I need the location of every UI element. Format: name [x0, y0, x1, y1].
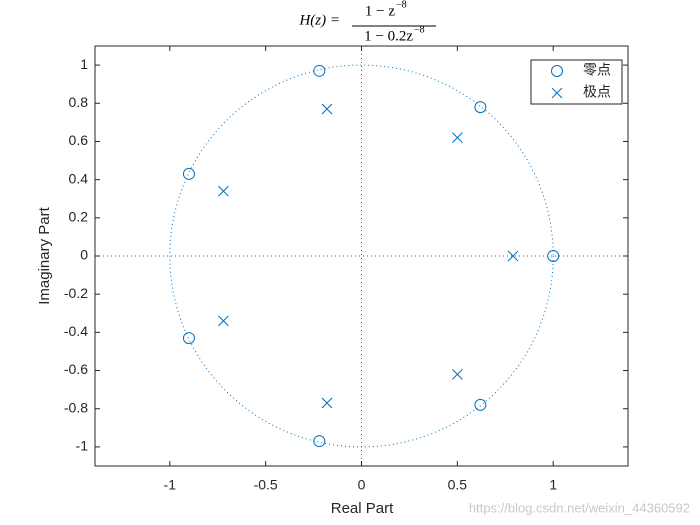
- y-tick-label: 0.4: [69, 170, 89, 186]
- pole-marker: [452, 369, 463, 380]
- zero-marker: [313, 435, 326, 448]
- zero-marker: [474, 101, 487, 114]
- y-tick-label: 0.6: [69, 132, 89, 148]
- x-tick-label: 0.5: [448, 477, 468, 493]
- title-numerator-exp: −8: [396, 0, 407, 10]
- zero-marker: [182, 167, 195, 180]
- legend-label: 极点: [583, 84, 611, 100]
- y-tick-label: -0.6: [64, 361, 88, 377]
- zero-marker: [551, 65, 563, 77]
- y-tick-label: -0.8: [64, 399, 88, 415]
- legend-label: 零点: [583, 62, 611, 78]
- zero-marker: [474, 398, 487, 411]
- pole-marker: [507, 250, 519, 262]
- x-tick-label: 1: [549, 477, 557, 493]
- pole-marker: [321, 397, 333, 409]
- y-tick-label: -1: [76, 438, 89, 454]
- x-tick-label: -0.5: [254, 477, 278, 493]
- x-tick-label: 0: [358, 477, 366, 493]
- x-axis-label: Real Part: [331, 500, 394, 517]
- zero-marker: [182, 332, 195, 345]
- title-denominator: 1 − 0.2z: [364, 28, 413, 44]
- y-tick-label: 0: [80, 247, 88, 263]
- y-tick-label: -0.4: [64, 323, 88, 339]
- pole-marker: [218, 315, 229, 327]
- title-numerator: 1 − z: [365, 3, 395, 19]
- watermark: https://blog.csdn.net/weixin_44360592: [469, 500, 690, 515]
- title-lhs: H(z) =: [298, 12, 340, 28]
- pole-marker: [321, 103, 333, 115]
- zero-marker: [547, 250, 560, 262]
- y-tick-label: 1: [80, 56, 88, 72]
- y-tick-label: 0.2: [69, 209, 89, 225]
- zero-marker: [313, 64, 326, 77]
- pole-marker: [218, 185, 229, 197]
- y-axis-label: Imaginary Part: [36, 206, 53, 304]
- x-tick-label: -1: [164, 477, 177, 493]
- pole-marker: [452, 132, 463, 143]
- pole-marker: [551, 87, 563, 99]
- legend-box: [530, 59, 623, 105]
- title-denominator-exp: −8: [414, 24, 425, 35]
- y-tick-label: -0.2: [64, 285, 88, 301]
- y-tick-label: 0.8: [69, 94, 89, 110]
